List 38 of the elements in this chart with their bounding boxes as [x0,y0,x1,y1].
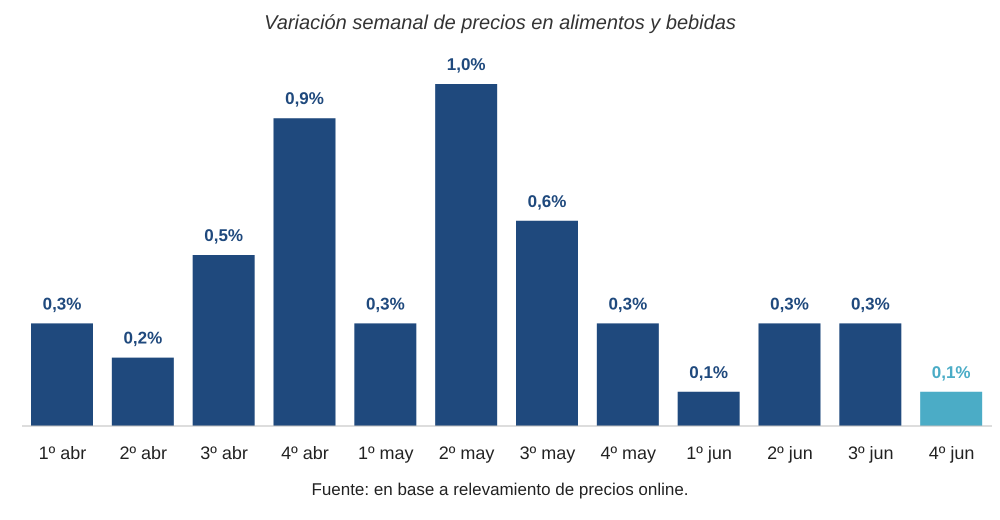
x-tick-label: 2º jun [767,442,813,463]
source-note: Fuente: en base a relevamiento de precios online. [310,480,690,500]
bar [920,392,982,426]
x-tick-label: 3º may [520,442,576,463]
bar [678,392,740,426]
x-tick-label: 4º jun [928,442,974,463]
data-label: 0,3% [608,294,648,314]
data-label: 0,1% [932,362,971,382]
bar [596,323,659,426]
x-tick-label: 3º jun [848,442,894,463]
data-label: 0,3% [850,294,890,314]
data-label: 1,0% [446,55,486,74]
x-tick-label: 2º may [438,442,494,463]
data-label: 0,2% [123,328,162,348]
data-label: 0,3% [366,294,405,314]
x-tick-label: 2º abr [119,442,168,463]
data-label: 0,9% [285,89,324,108]
bar [192,255,255,426]
bar [31,323,93,426]
x-tick-label: 1º abr [38,442,86,463]
x-tick-label: 4º abr [281,442,329,463]
bar [112,358,174,426]
bar [435,84,498,426]
x-tick-label: 3º abr [200,442,248,463]
data-label: 0,1% [689,362,728,382]
bar [516,220,578,426]
data-label: 0,3% [42,294,82,314]
bar [274,118,336,426]
bar [354,323,416,426]
chart-title: Variación semanal de precios en alimentos y bebidas [263,11,737,36]
x-tick-label: 1º jun [686,442,732,463]
data-label: 0,6% [528,192,566,211]
x-tick-label: 4º may [600,442,656,463]
x-tick-label: 1º may [358,442,414,463]
data-label: 0,3% [770,294,809,314]
bar [839,323,902,426]
bar [758,323,820,426]
data-label: 0,5% [204,226,244,245]
